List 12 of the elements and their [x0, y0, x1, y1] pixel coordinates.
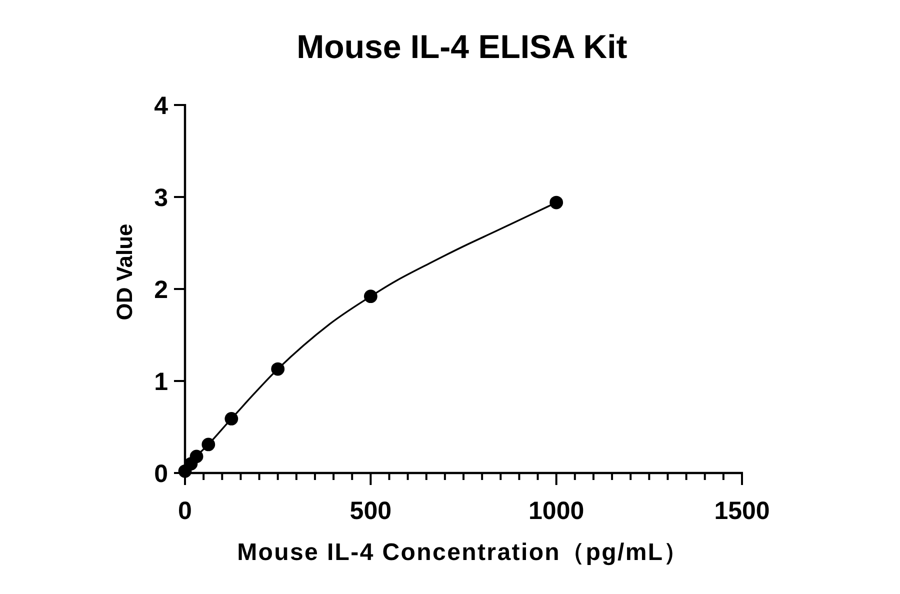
ytick-label: 1 [154, 368, 168, 396]
ytick-label: 4 [154, 92, 168, 120]
xlabel: Mouse IL-4 Concentration（pg/mL） [237, 539, 689, 566]
xtick-label: 1500 [714, 497, 770, 525]
ytick-label: 0 [154, 460, 168, 488]
ytick-label: 2 [154, 276, 168, 304]
xtick-label: 0 [178, 497, 192, 525]
ylabel: OD Value [112, 224, 137, 320]
xtick-label: 1000 [528, 497, 584, 525]
xtick-label: 500 [350, 497, 392, 525]
ytick-label: 3 [154, 184, 168, 212]
title: Mouse IL-4 ELISA Kit [296, 28, 628, 65]
